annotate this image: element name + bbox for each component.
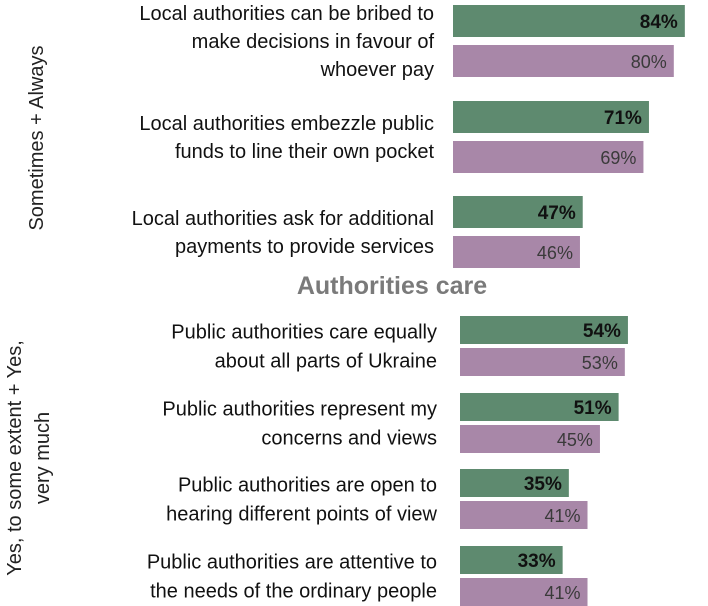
data-label-series-a: 47% [538, 203, 576, 224]
data-label-series-b: 41% [544, 506, 580, 526]
data-label-series-a: 35% [524, 474, 562, 495]
panel-2: Yes, to some extent + Yes, very much Autho… [4, 272, 628, 606]
panel-2-group-label: Yes, to some extent + Yes, very much [4, 340, 54, 576]
data-label-series-a: 54% [583, 321, 621, 342]
data-label-series-a: 84% [640, 12, 678, 33]
bar-series-b [460, 578, 588, 606]
bar-series-a [460, 393, 619, 421]
panel-1-group-label: Sometimes + Always [26, 45, 48, 230]
data-label-series-a: 33% [518, 551, 556, 572]
bar-series-b [453, 45, 674, 77]
data-label-series-b: 46% [537, 243, 573, 263]
category-label: Local authorities embezzle public funds t… [139, 113, 434, 163]
bar-series-b [460, 501, 588, 529]
data-label-series-b: 53% [582, 353, 618, 373]
bar-series-b [460, 348, 625, 376]
bar-series-b [460, 425, 600, 453]
category-label: Local authorities can be bribed to make d… [139, 3, 434, 81]
bar-series-a [460, 546, 563, 574]
category-label: Public authorities represent my concerns … [162, 399, 437, 450]
bar-series-a [460, 469, 569, 497]
bar-series-a [460, 316, 628, 344]
bar-series-a [453, 5, 685, 37]
category-label: Public authorities are open to hearing di… [166, 475, 437, 526]
category-label: Local authorities ask for additional paym… [132, 208, 434, 258]
category-label: Public authorities are attentive to the n… [147, 552, 437, 603]
data-label-series-b: 45% [557, 430, 593, 450]
data-label-series-a: 71% [604, 108, 642, 129]
data-label-series-b: 69% [600, 148, 636, 168]
category-label: Public authorities care equally about all… [171, 322, 437, 373]
data-label-series-b: 41% [544, 583, 580, 603]
data-label-series-a: 51% [574, 398, 612, 419]
panel-1: Sometimes + Always Local authorities can … [26, 3, 685, 268]
section-title: Authorities care [297, 272, 487, 300]
bar-series-b [453, 141, 644, 173]
bar-series-a [453, 196, 583, 228]
bar-series-a [453, 101, 649, 133]
bar-series-b [453, 236, 580, 268]
data-label-series-b: 80% [631, 52, 667, 72]
